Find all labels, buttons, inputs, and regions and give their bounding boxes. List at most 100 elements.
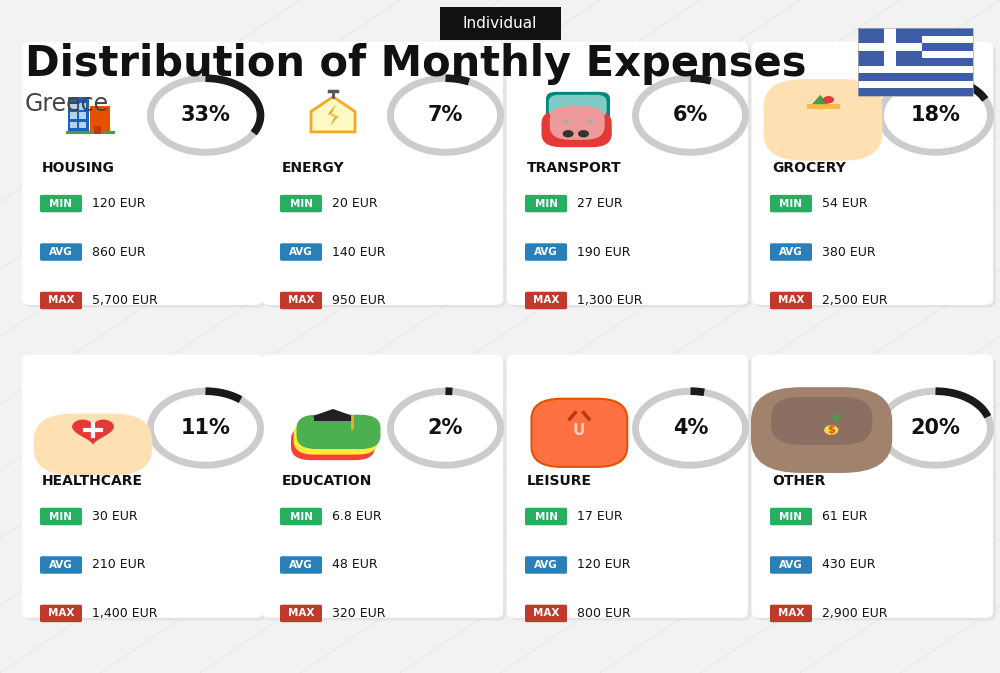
- FancyBboxPatch shape: [546, 92, 610, 126]
- Text: 20 EUR: 20 EUR: [332, 197, 378, 210]
- FancyBboxPatch shape: [752, 355, 993, 618]
- Circle shape: [559, 117, 573, 127]
- Text: 1,300 EUR: 1,300 EUR: [577, 294, 643, 307]
- Text: 2,500 EUR: 2,500 EUR: [822, 294, 888, 307]
- Text: MAX: MAX: [778, 295, 804, 306]
- Text: HOUSING: HOUSING: [42, 162, 115, 175]
- Text: MAX: MAX: [778, 608, 804, 618]
- Text: MAX: MAX: [288, 295, 314, 306]
- FancyBboxPatch shape: [40, 244, 82, 260]
- FancyBboxPatch shape: [34, 413, 152, 475]
- Text: AVG: AVG: [289, 560, 313, 570]
- FancyBboxPatch shape: [280, 556, 322, 573]
- Text: 950 EUR: 950 EUR: [332, 294, 386, 307]
- FancyBboxPatch shape: [280, 292, 322, 310]
- Text: 48 EUR: 48 EUR: [332, 559, 378, 571]
- Text: AVG: AVG: [49, 247, 73, 257]
- FancyBboxPatch shape: [858, 88, 973, 96]
- FancyBboxPatch shape: [770, 508, 812, 525]
- FancyBboxPatch shape: [525, 508, 567, 525]
- FancyBboxPatch shape: [858, 28, 922, 66]
- FancyBboxPatch shape: [770, 604, 812, 622]
- Polygon shape: [72, 419, 114, 445]
- FancyBboxPatch shape: [94, 126, 101, 134]
- FancyBboxPatch shape: [296, 415, 380, 449]
- Text: AVG: AVG: [534, 560, 558, 570]
- FancyBboxPatch shape: [40, 556, 82, 573]
- Text: 800 EUR: 800 EUR: [577, 607, 631, 620]
- Text: 190 EUR: 190 EUR: [577, 246, 631, 258]
- Text: 210 EUR: 210 EUR: [92, 559, 146, 571]
- FancyBboxPatch shape: [858, 28, 973, 36]
- FancyBboxPatch shape: [884, 28, 896, 66]
- Text: MAX: MAX: [48, 608, 74, 618]
- FancyBboxPatch shape: [549, 95, 581, 118]
- Text: 1,400 EUR: 1,400 EUR: [92, 607, 158, 620]
- FancyBboxPatch shape: [22, 355, 263, 618]
- Text: MIN: MIN: [534, 511, 558, 522]
- FancyBboxPatch shape: [68, 97, 89, 134]
- Text: 33%: 33%: [181, 105, 230, 125]
- FancyBboxPatch shape: [40, 292, 82, 310]
- Text: LEISURE: LEISURE: [527, 474, 592, 488]
- FancyBboxPatch shape: [291, 426, 375, 460]
- FancyBboxPatch shape: [40, 508, 82, 525]
- Text: EDUCATION: EDUCATION: [282, 474, 372, 488]
- Polygon shape: [311, 97, 355, 132]
- Text: 2%: 2%: [428, 418, 463, 438]
- Text: 11%: 11%: [181, 418, 230, 438]
- FancyBboxPatch shape: [25, 44, 266, 308]
- Text: MAX: MAX: [288, 608, 314, 618]
- Text: 5,700 EUR: 5,700 EUR: [92, 294, 158, 307]
- FancyBboxPatch shape: [564, 95, 596, 118]
- FancyBboxPatch shape: [550, 106, 605, 140]
- Text: 30 EUR: 30 EUR: [92, 510, 138, 523]
- Text: 18%: 18%: [911, 105, 960, 125]
- FancyBboxPatch shape: [40, 604, 82, 622]
- Circle shape: [563, 120, 569, 124]
- FancyBboxPatch shape: [265, 357, 506, 621]
- FancyBboxPatch shape: [764, 79, 882, 161]
- FancyBboxPatch shape: [525, 195, 567, 213]
- Text: 6.8 EUR: 6.8 EUR: [332, 510, 382, 523]
- FancyBboxPatch shape: [752, 42, 993, 305]
- Text: 140 EUR: 140 EUR: [332, 246, 386, 258]
- FancyBboxPatch shape: [542, 110, 612, 147]
- FancyBboxPatch shape: [314, 417, 352, 421]
- FancyBboxPatch shape: [280, 195, 322, 213]
- Text: Greece: Greece: [25, 92, 109, 116]
- Text: 2,900 EUR: 2,900 EUR: [822, 607, 888, 620]
- Text: 54 EUR: 54 EUR: [822, 197, 868, 210]
- FancyBboxPatch shape: [507, 42, 748, 305]
- FancyBboxPatch shape: [40, 195, 82, 213]
- FancyBboxPatch shape: [440, 7, 560, 40]
- Text: MIN: MIN: [780, 199, 802, 209]
- Circle shape: [583, 117, 597, 127]
- FancyBboxPatch shape: [22, 42, 263, 305]
- Text: 120 EUR: 120 EUR: [92, 197, 146, 210]
- FancyBboxPatch shape: [770, 292, 812, 310]
- FancyBboxPatch shape: [858, 58, 973, 66]
- FancyBboxPatch shape: [858, 50, 973, 58]
- Polygon shape: [312, 409, 354, 417]
- FancyBboxPatch shape: [525, 292, 567, 310]
- Text: 7%: 7%: [428, 105, 463, 125]
- Text: AVG: AVG: [779, 247, 803, 257]
- Text: MAX: MAX: [533, 608, 559, 618]
- FancyBboxPatch shape: [770, 556, 812, 573]
- Circle shape: [563, 130, 574, 137]
- FancyBboxPatch shape: [751, 387, 892, 473]
- Text: MAX: MAX: [48, 295, 74, 306]
- FancyBboxPatch shape: [575, 95, 607, 118]
- Text: MIN: MIN: [780, 511, 802, 522]
- FancyBboxPatch shape: [79, 122, 86, 128]
- Text: 61 EUR: 61 EUR: [822, 510, 868, 523]
- FancyBboxPatch shape: [507, 355, 748, 618]
- FancyBboxPatch shape: [280, 244, 322, 260]
- Polygon shape: [328, 104, 338, 127]
- FancyBboxPatch shape: [510, 44, 751, 308]
- FancyBboxPatch shape: [525, 604, 567, 622]
- FancyBboxPatch shape: [294, 420, 378, 455]
- FancyBboxPatch shape: [858, 43, 922, 50]
- Text: GROCERY: GROCERY: [772, 162, 846, 175]
